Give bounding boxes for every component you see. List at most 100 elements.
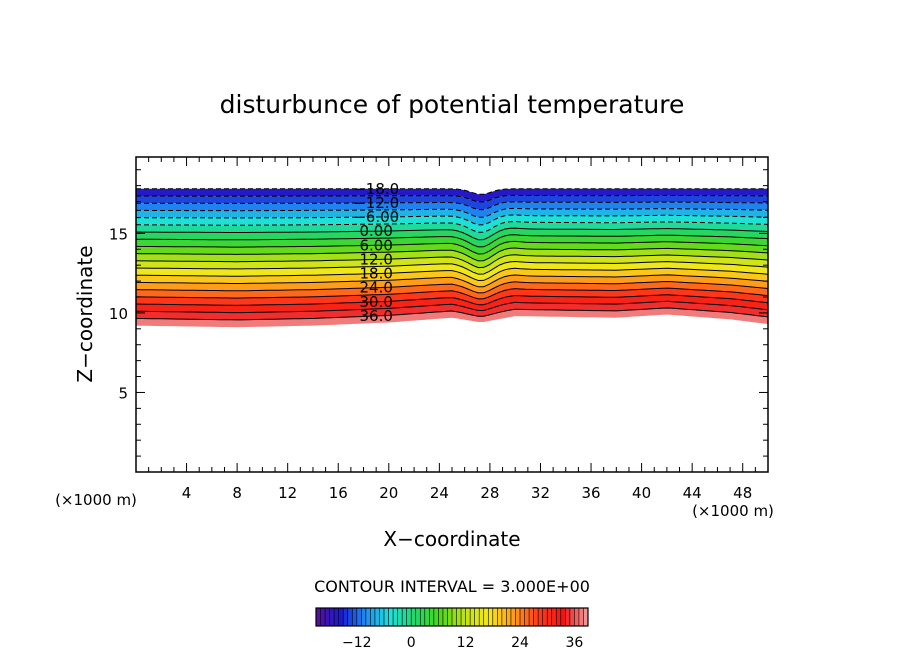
colorbar-segment [497, 608, 503, 626]
colorbar-segment [424, 608, 430, 626]
contour-band-4 [136, 215, 768, 233]
x-tick-label: 28 [480, 484, 499, 502]
colorbar-ticks: −12 0 12 24 36 [342, 635, 583, 651]
colorbar-segment [556, 608, 562, 626]
contour-band-3 [136, 208, 768, 225]
colorbar-segment [361, 608, 367, 626]
contour-line-8 [135, 240, 769, 255]
contour-label: −18.0 [353, 180, 399, 198]
colorbar-segment [338, 608, 344, 626]
colorbar-segment [569, 608, 575, 626]
colorbar-segment [402, 608, 408, 626]
colorbar-segment [488, 608, 494, 626]
contour-band-11 [136, 261, 768, 281]
colorbar-segment [352, 608, 358, 626]
contour-line-16 [135, 294, 769, 306]
colorbar-segment [411, 608, 417, 626]
contour-interval-text: CONTOUR INTERVAL = 3.000E+00 [314, 577, 590, 596]
colorbar-tick-label: 12 [457, 635, 475, 651]
colorbar-segment [547, 608, 553, 626]
colorbar-segment [465, 608, 471, 626]
contour-line-17 [135, 300, 769, 314]
colorbar-segment [474, 608, 480, 626]
colorbar-segment [374, 608, 380, 626]
x-tick-label: 20 [379, 484, 398, 502]
x-tick-label: 16 [329, 484, 348, 502]
colorbar-segment [447, 608, 453, 626]
contour-label: −6.00 [353, 208, 399, 226]
contour-line-12 [135, 267, 769, 282]
colorbar-segment [501, 608, 507, 626]
contour-line-13 [135, 274, 769, 288]
y-tick-label: 10 [109, 305, 128, 323]
plot-area [135, 188, 769, 328]
colorbar-segment [538, 608, 544, 626]
colorbar-segment [510, 608, 516, 626]
contour-label: 18.0 [359, 265, 392, 283]
x-tick-label: 48 [733, 484, 752, 502]
x-unit-right: (×1000 m) [692, 502, 774, 520]
x-tick-label: 12 [278, 484, 297, 502]
colorbar-segment [320, 608, 326, 626]
contour-label: 12.0 [359, 250, 392, 268]
colorbar-segment [406, 608, 412, 626]
colorbar-segment [415, 608, 421, 626]
colorbar-segment [470, 608, 476, 626]
colorbar-segment [334, 608, 340, 626]
colorbar-segment [483, 608, 489, 626]
colorbar-segment [456, 608, 462, 626]
colorbar-tick-label: 36 [565, 635, 583, 651]
contour-labels: −18.0−12.0−6.000.006.0012.018.024.030.03… [353, 180, 399, 325]
colorbar-segment [420, 608, 426, 626]
contour-line-7 [135, 234, 769, 248]
chart-title: disturbunce of potential temperature [220, 90, 685, 119]
contour-band-8 [136, 241, 768, 261]
colorbar-tick-label: 0 [407, 635, 416, 651]
colorbar-segment [388, 608, 394, 626]
colorbar-segment [347, 608, 353, 626]
colorbar-segment [524, 608, 530, 626]
colorbar-segment [461, 608, 466, 626]
colorbar-segment [316, 608, 321, 626]
contour-label: 0.00 [359, 222, 392, 240]
y-tick-label: 15 [109, 225, 128, 243]
colorbar-segment [379, 608, 385, 626]
colorbar-segment [438, 608, 444, 626]
contour-line-2 [136, 201, 769, 211]
x-tick-label: 32 [531, 484, 550, 502]
contour-label: 6.00 [359, 236, 392, 254]
x-axis-label: X−coordinate [383, 527, 520, 551]
colorbar-segment [533, 608, 539, 626]
colorbar-segment [479, 608, 485, 626]
x-tick-label: 36 [581, 484, 600, 502]
contour-line-0 [136, 188, 768, 195]
colorbar-segment [442, 608, 448, 626]
x-tick-label: 4 [182, 484, 192, 502]
contour-band-2 [136, 201, 768, 218]
colorbar-frame [315, 607, 589, 627]
colorbar-segment [370, 608, 376, 626]
colorbar-segment [393, 608, 398, 626]
colorbar-segment [515, 608, 521, 626]
contour-line-14 [135, 280, 769, 294]
x-unit-left: (×1000 m) [55, 491, 137, 509]
colorbar-segment [384, 608, 389, 626]
colorbar-segment [560, 608, 566, 626]
contour-band-5 [136, 221, 768, 240]
contour-band-14 [136, 281, 768, 299]
contour-line-4 [136, 214, 769, 226]
colorbar-segment [397, 608, 403, 626]
colorbar-segment [506, 608, 512, 626]
contour-line-1 [136, 194, 768, 203]
y-tick-label: 5 [118, 384, 128, 402]
colorbar-tick-label: −12 [342, 635, 372, 651]
contour-label: −12.0 [353, 194, 399, 212]
colorbar-segment [492, 608, 498, 626]
contour-line-5 [136, 220, 769, 233]
x-axis-ticks: 4 8 12 16 20 24 28 32 36 40 44 48 [148, 157, 756, 502]
contour-line-11 [135, 260, 769, 275]
contour-label: 36.0 [359, 307, 392, 325]
contour-band-15 [136, 288, 768, 306]
colorbar-segment [325, 608, 330, 626]
x-tick-label: 24 [430, 484, 449, 502]
